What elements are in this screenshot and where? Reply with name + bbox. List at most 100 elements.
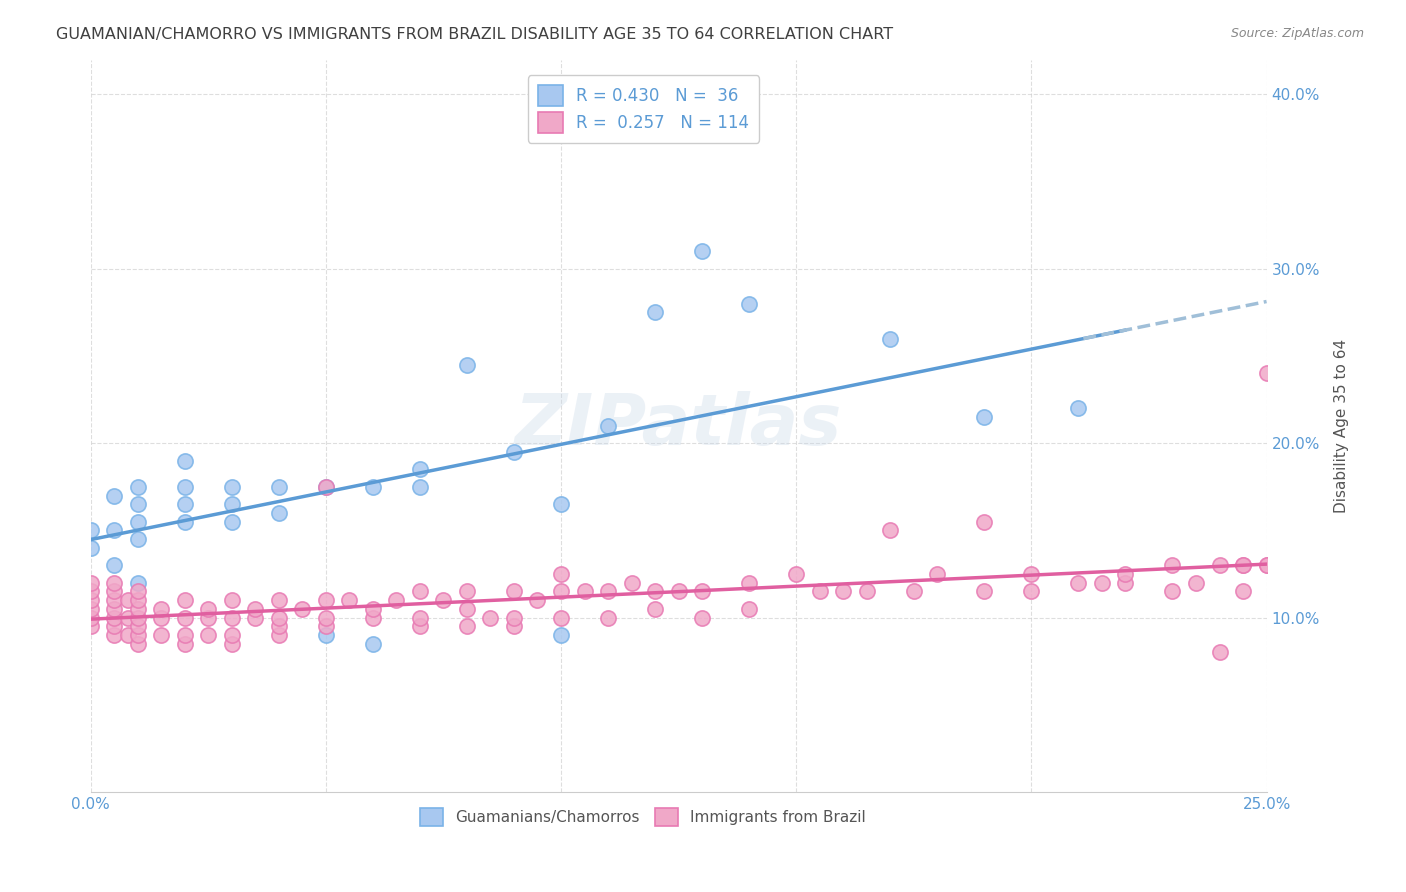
Point	[127, 497, 149, 511]
Point	[103, 628, 125, 642]
Point	[503, 445, 526, 459]
Point	[550, 497, 572, 511]
Point	[79, 602, 101, 616]
Point	[103, 575, 125, 590]
Point	[127, 637, 149, 651]
Point	[1302, 549, 1324, 564]
Point	[1232, 558, 1254, 573]
Point	[903, 584, 925, 599]
Point	[315, 480, 337, 494]
Point	[409, 584, 432, 599]
Point	[117, 593, 139, 607]
Point	[127, 602, 149, 616]
Point	[221, 515, 243, 529]
Point	[432, 593, 454, 607]
Point	[1021, 584, 1043, 599]
Point	[550, 628, 572, 642]
Point	[738, 296, 761, 310]
Point	[127, 584, 149, 599]
Point	[1161, 584, 1184, 599]
Point	[973, 584, 995, 599]
Point	[503, 584, 526, 599]
Point	[267, 628, 290, 642]
Point	[267, 593, 290, 607]
Point	[221, 637, 243, 651]
Point	[668, 584, 690, 599]
Point	[337, 593, 360, 607]
Point	[267, 480, 290, 494]
Point	[1256, 558, 1278, 573]
Point	[1114, 566, 1136, 581]
Point	[738, 575, 761, 590]
Point	[361, 610, 384, 624]
Point	[1114, 575, 1136, 590]
Point	[79, 524, 101, 538]
Point	[1232, 584, 1254, 599]
Point	[456, 602, 478, 616]
Point	[596, 610, 619, 624]
Point	[315, 628, 337, 642]
Point	[1279, 558, 1302, 573]
Point	[127, 593, 149, 607]
Legend: Guamanians/Chamorros, Immigrants from Brazil: Guamanians/Chamorros, Immigrants from Br…	[411, 798, 876, 836]
Point	[103, 593, 125, 607]
Point	[550, 584, 572, 599]
Point	[526, 593, 548, 607]
Point	[103, 524, 125, 538]
Point	[315, 593, 337, 607]
Point	[409, 610, 432, 624]
Point	[596, 418, 619, 433]
Point	[127, 515, 149, 529]
Point	[409, 462, 432, 476]
Point	[197, 602, 219, 616]
Point	[117, 628, 139, 642]
Point	[79, 541, 101, 555]
Point	[103, 602, 125, 616]
Point	[690, 584, 713, 599]
Point	[1396, 558, 1406, 573]
Point	[409, 619, 432, 633]
Point	[79, 619, 101, 633]
Point	[267, 619, 290, 633]
Point	[291, 602, 314, 616]
Point	[1067, 575, 1090, 590]
Point	[173, 515, 195, 529]
Point	[503, 619, 526, 633]
Point	[361, 480, 384, 494]
Point	[1185, 575, 1208, 590]
Text: ZIPatlas: ZIPatlas	[515, 392, 842, 460]
Point	[503, 610, 526, 624]
Point	[1208, 645, 1230, 659]
Point	[785, 566, 807, 581]
Point	[267, 506, 290, 520]
Point	[173, 610, 195, 624]
Point	[315, 619, 337, 633]
Point	[103, 584, 125, 599]
Point	[79, 610, 101, 624]
Point	[644, 305, 666, 319]
Point	[150, 602, 173, 616]
Point	[596, 584, 619, 599]
Point	[620, 575, 643, 590]
Point	[173, 480, 195, 494]
Point	[127, 628, 149, 642]
Point	[1021, 566, 1043, 581]
Point	[855, 584, 877, 599]
Point	[117, 610, 139, 624]
Point	[1208, 558, 1230, 573]
Point	[738, 602, 761, 616]
Point	[1350, 558, 1372, 573]
Point	[385, 593, 408, 607]
Point	[1161, 558, 1184, 573]
Point	[456, 584, 478, 599]
Point	[690, 610, 713, 624]
Point	[1279, 558, 1302, 573]
Point	[1256, 367, 1278, 381]
Point	[245, 602, 267, 616]
Point	[103, 619, 125, 633]
Point	[1256, 558, 1278, 573]
Point	[1372, 549, 1395, 564]
Point	[127, 480, 149, 494]
Point	[197, 610, 219, 624]
Point	[127, 532, 149, 546]
